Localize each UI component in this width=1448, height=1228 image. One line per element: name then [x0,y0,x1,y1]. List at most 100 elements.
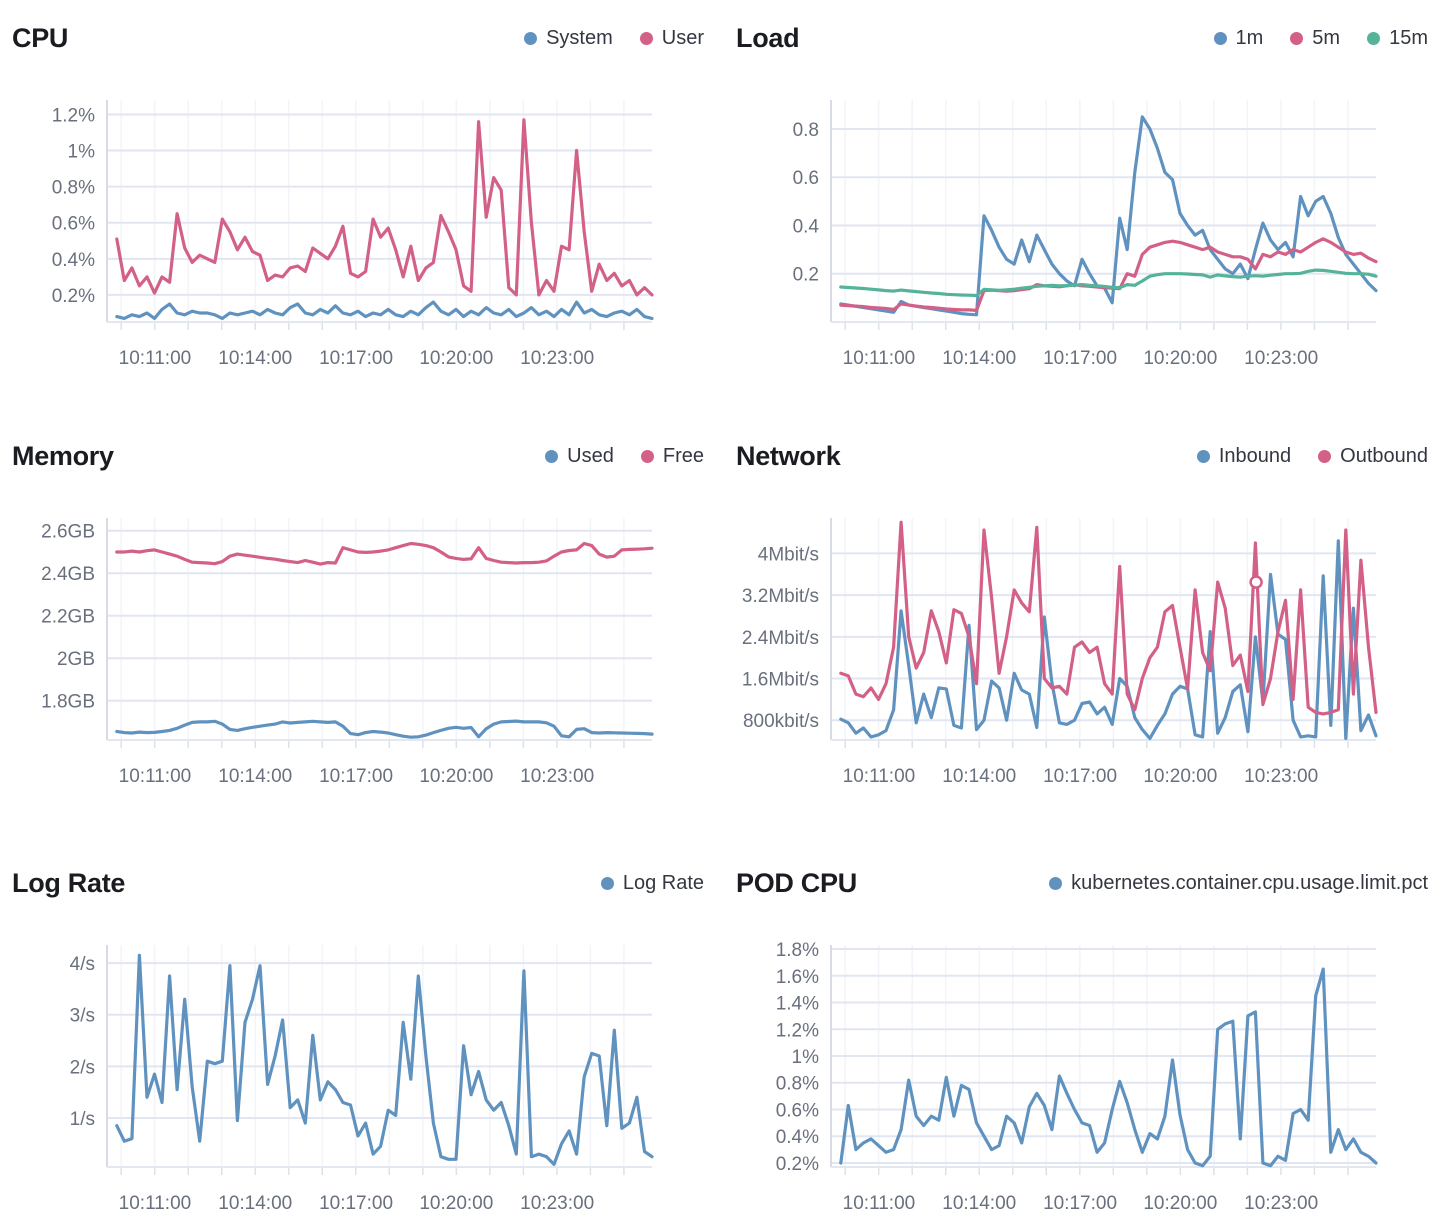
memory-line-chart[interactable]: 2.6GB 2.4GB 2.2GB 2GB 1.8GB 10:11:00 10:14:00 1… [12,486,702,816]
legend-item-kubernetes-container-cpu[interactable]: kubernetes.container.cpu.usage.limit.pct [1049,872,1428,895]
legend-label: 15m [1389,26,1428,49]
y-axis-label: 800kbit/s [743,711,819,732]
x-axis-label: 10:20:00 [419,766,493,787]
x-axis-label: 10:17:00 [319,766,393,787]
load-line-chart[interactable]: 0.8 0.6 0.4 0.2 10:11:00 10:14:00 10:17:00 10:2… [736,68,1426,398]
panel-load-header: Load 1m 5m 15m [736,16,1428,60]
panel-memory: Memory Used Free 2.6GB 2.4GB 2.2GB 2GB 1.8GB… [0,418,724,845]
series-line-log-rate [115,953,654,1166]
x-axis-label: 10:20:00 [1143,766,1217,787]
x-axis-label: 10:20:00 [1143,348,1217,369]
y-axis-label: 2.4GB [41,564,95,585]
legend-network: Inbound Outbound [1196,445,1428,468]
y-axis-label: 2.2GB [41,607,95,628]
legend-log-rate: Log Rate [600,871,704,895]
x-axis-label: 10:14:00 [942,348,1016,369]
network-line-chart[interactable]: 4Mbit/s 3.2Mbit/s 2.4Mbit/s 1.6Mbit/s 800kbi… [736,486,1426,816]
chart-title-network: Network [736,440,841,471]
legend-dot-icon [1318,449,1332,463]
y-axis-label: 1.4% [776,994,819,1015]
series-line-used [115,719,654,739]
x-axis-label: 10:14:00 [942,1193,1016,1214]
legend-dot-icon [545,449,559,463]
legend-item-free[interactable]: Free [640,445,704,468]
legend-dot-icon [600,876,614,890]
y-axis-label: 0.6% [52,214,95,235]
series-line-15m [839,268,1378,298]
y-axis-label: 0.2% [52,286,95,307]
legend-pod-cpu: kubernetes.container.cpu.usage.limit.pct [1049,872,1428,895]
y-axis-label: 0.2% [776,1154,819,1175]
chart-title-pod-cpu: POD CPU [736,867,857,898]
x-axis-label: 10:23:00 [1244,348,1318,369]
x-axis-label: 10:20:00 [419,1193,493,1214]
y-axis-label: 1.8GB [41,692,95,713]
x-axis-label: 10:23:00 [1244,1193,1318,1214]
legend-label: Log Rate [622,871,704,894]
legend-item-15m[interactable]: 15m [1367,27,1428,50]
chart-title-load: Load [736,22,800,53]
series-line-inbound [839,539,1378,740]
y-axis-label: 3/s [70,1006,95,1027]
pod-cpu-line-chart[interactable]: 1.8% 1.6% 1.4% 1.2% 1% 0.8% 0.6% 0.4% 0.2% 10:11:… [736,913,1426,1228]
x-axis-label: 10:14:00 [218,766,292,787]
legend-label: kubernetes.container.cpu.usage.limit.pct [1071,871,1428,894]
legend-dot-icon [640,449,654,463]
panel-memory-header: Memory Used Free [12,434,704,478]
y-axis-label: 0.8 [793,120,819,141]
y-axis-label: 1.2% [776,1020,819,1041]
panel-network-header: Network Inbound Outbound [736,434,1428,478]
y-axis-label: 4/s [70,954,95,975]
cpu-line-chart[interactable]: 1.2% 1% 0.8% 0.6% 0.4% 0.2% 10:11:00 10:14:00 10… [12,68,702,398]
legend-item-used[interactable]: Used [545,445,614,468]
x-axis-label: 10:17:00 [319,348,393,369]
legend-label: Used [567,444,614,467]
x-axis-label: 10:14:00 [942,766,1016,787]
panel-network: Network Inbound Outbound 4Mbit/s 3.2Mbit/… [724,418,1448,845]
x-axis-label: 10:11:00 [119,766,192,787]
legend-item-inbound[interactable]: Inbound [1196,445,1291,468]
legend-label: 1m [1235,26,1264,49]
x-axis-label: 10:14:00 [218,1193,292,1214]
log-rate-line-chart[interactable]: 4/s 3/s 2/s 1/s 10:11:00 10:14:00 10:17:00 10:2… [12,913,702,1228]
y-axis-label: 3.2Mbit/s [742,586,819,607]
legend-item-system[interactable]: System [524,27,613,50]
x-axis-label: 10:14:00 [218,348,292,369]
chart-title-memory: Memory [12,440,114,471]
panel-log-rate: Log Rate Log Rate 4/s 3/s 2/s 1/s 10:11:00 10… [0,845,724,1228]
y-axis-label: 1% [792,1047,820,1068]
legend-dot-icon [524,31,538,45]
x-axis-label: 10:23:00 [520,348,594,369]
chart-title-cpu: CPU [12,22,69,53]
y-axis-label: 1% [68,142,96,163]
legend-item-5m[interactable]: 5m [1290,27,1340,50]
legend-item-user[interactable]: User [639,26,704,50]
panel-cpu-header: CPU System User [12,16,704,60]
legend-item-1m[interactable]: 1m [1213,26,1264,50]
y-axis-label: 0.8% [776,1074,819,1095]
legend-cpu: System User [524,27,704,50]
x-axis-label: 10:20:00 [1143,1193,1217,1214]
panel-log-rate-header: Log Rate Log Rate [12,861,704,905]
series-line-user [115,118,654,297]
series-line-free [115,541,654,566]
series-line-outbound [839,520,1378,716]
legend-dot-icon [1290,31,1304,45]
legend-item-log-rate[interactable]: Log Rate [600,871,704,895]
y-axis-label: 0.8% [52,178,95,199]
legend-memory: Used Free [545,445,704,468]
y-axis-label: 0.6 [793,168,819,189]
x-axis-label: 10:17:00 [319,1193,393,1214]
y-axis-label: 2.4Mbit/s [742,628,819,649]
x-axis-label: 10:11:00 [119,348,192,369]
chart-title-log-rate: Log Rate [12,867,126,898]
legend-label: Outbound [1340,444,1428,467]
isolated-point-marker [1249,575,1263,589]
y-axis-label: 1.2% [52,105,95,126]
panel-cpu: CPU System User 1.2% 1% 0.8% 0.6% 0.4% 0.2% 10… [0,0,724,418]
legend-item-outbound[interactable]: Outbound [1318,445,1428,468]
legend-load: 1m 5m 15m [1213,26,1428,50]
legend-label: User [661,26,704,49]
